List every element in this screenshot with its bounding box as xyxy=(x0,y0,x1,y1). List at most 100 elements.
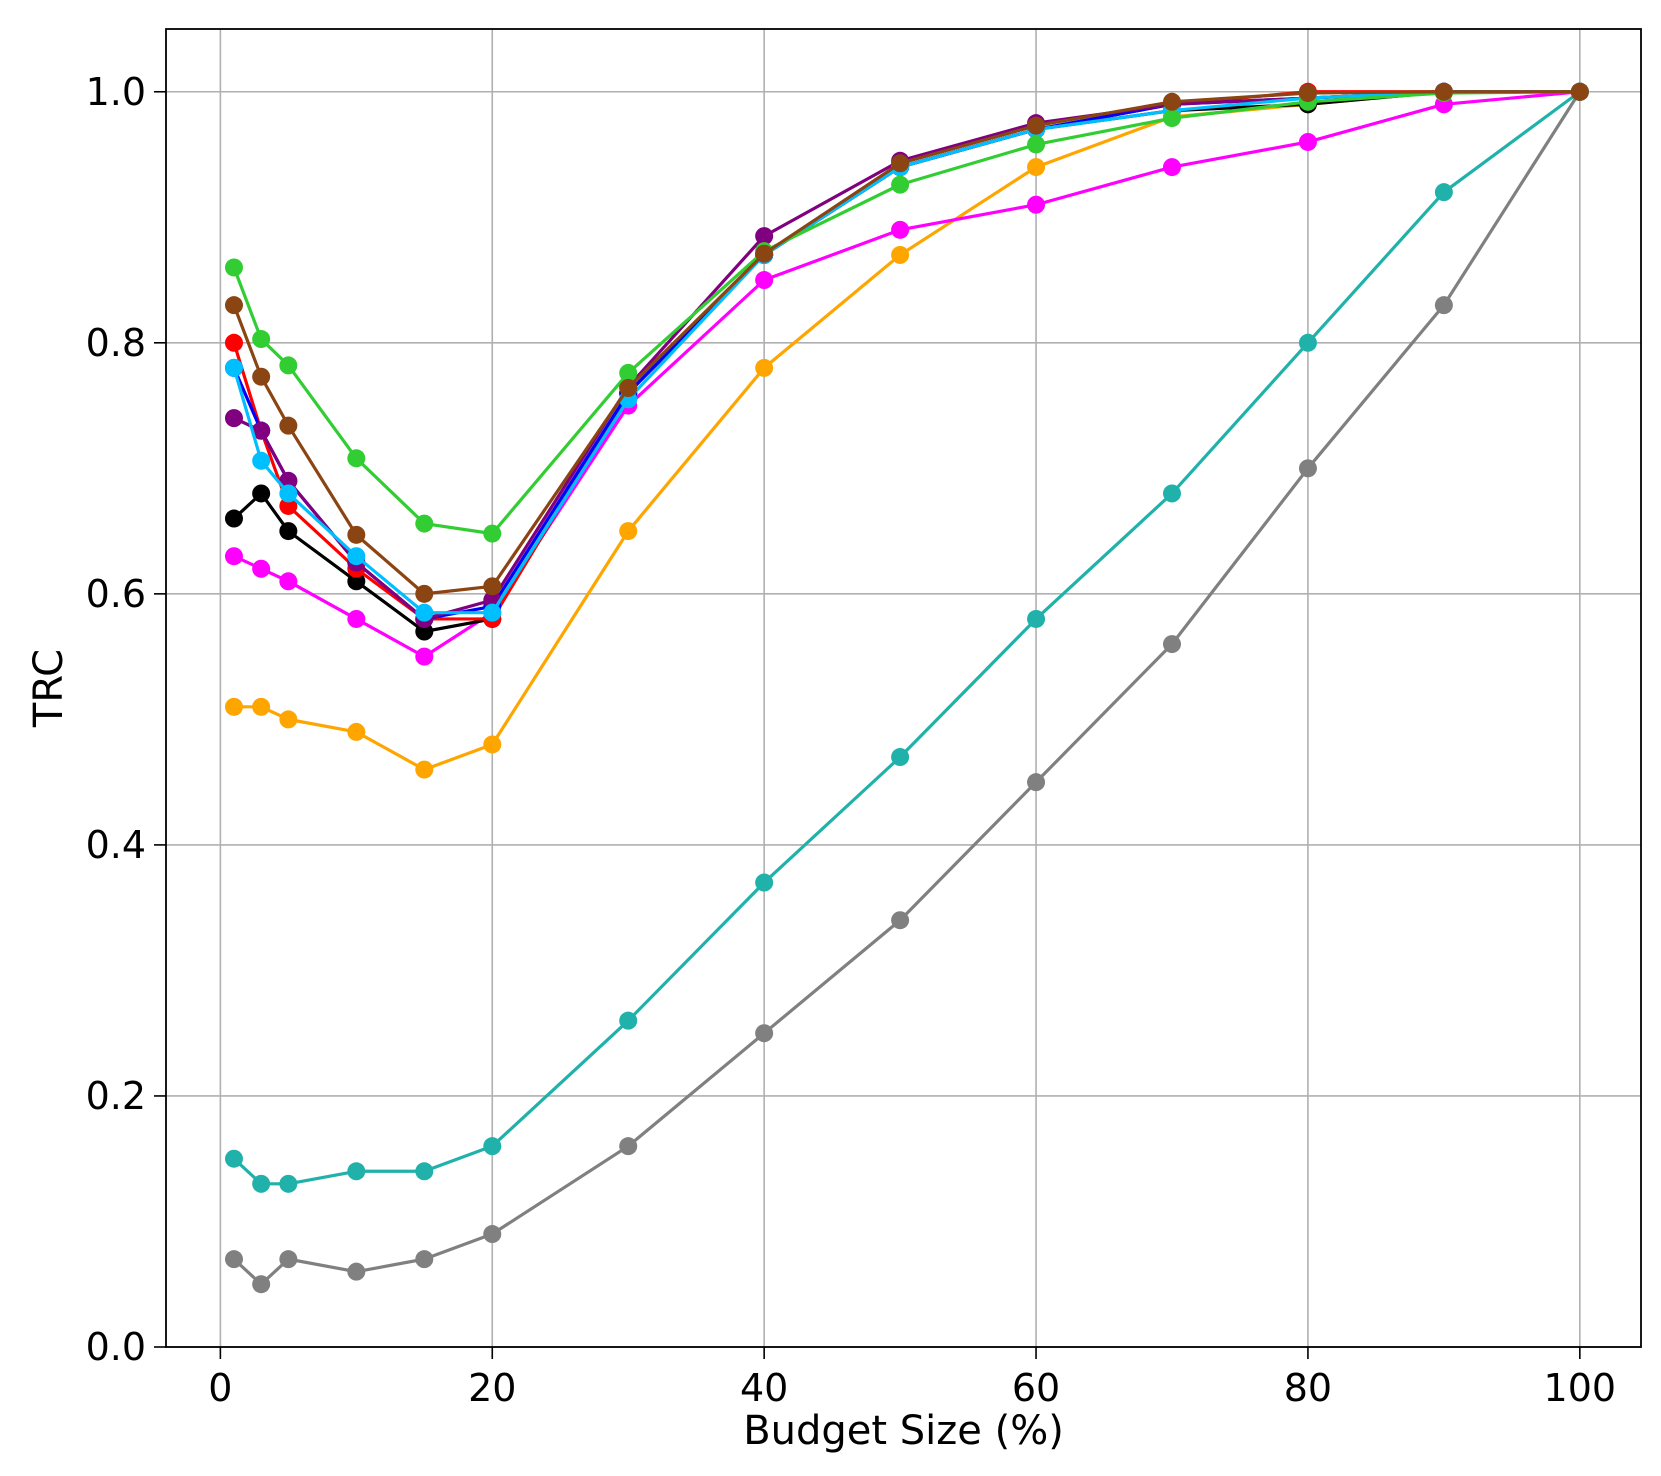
data-point-saddlebrown xyxy=(1298,84,1317,103)
data-point-magenta xyxy=(1162,158,1181,177)
data-point-limegreen xyxy=(891,175,910,194)
data-point-magenta xyxy=(1298,132,1317,151)
data-point-magenta xyxy=(347,609,366,628)
data-point-orange xyxy=(224,697,243,716)
data-point-teal xyxy=(252,1174,271,1193)
data-point-deepskyblue xyxy=(347,547,366,566)
data-point-deepskyblue xyxy=(415,603,434,622)
data-point-limegreen xyxy=(279,356,298,375)
data-point-magenta xyxy=(755,271,774,290)
data-point-magenta xyxy=(224,547,243,566)
data-point-saddlebrown xyxy=(619,378,638,397)
x-tick-label: 80 xyxy=(1284,1366,1332,1410)
data-point-black xyxy=(279,522,298,541)
data-point-gray xyxy=(252,1275,271,1294)
x-tick-label: 20 xyxy=(468,1366,516,1410)
data-point-gray xyxy=(415,1250,434,1269)
data-point-orange xyxy=(619,522,638,541)
y-tick-label: 0.0 xyxy=(86,1325,146,1369)
data-point-orange xyxy=(1027,158,1046,177)
data-point-limegreen xyxy=(483,524,502,543)
series-gray xyxy=(224,82,1589,1294)
series-line-saddlebrown xyxy=(232,90,1582,596)
data-point-purple xyxy=(755,227,774,246)
data-point-red xyxy=(224,333,243,352)
data-point-limegreen xyxy=(1162,109,1181,128)
data-point-gray xyxy=(1027,773,1046,792)
data-point-gray xyxy=(1434,296,1453,315)
data-point-orange xyxy=(483,735,502,754)
y-axis-label: TRC xyxy=(26,649,72,728)
x-tick-label: 0 xyxy=(208,1366,232,1410)
data-point-orange xyxy=(252,697,271,716)
data-point-teal xyxy=(619,1011,638,1030)
data-point-teal xyxy=(1298,333,1317,352)
series-line-magenta xyxy=(232,90,1582,659)
data-point-gray xyxy=(1162,635,1181,654)
y-tick-label: 1.0 xyxy=(86,70,146,114)
data-point-saddlebrown xyxy=(755,244,774,263)
data-point-orange xyxy=(755,358,774,377)
x-tick-label: 40 xyxy=(740,1366,788,1410)
data-point-saddlebrown xyxy=(891,154,910,173)
data-point-limegreen xyxy=(619,363,638,382)
y-tick-label: 0.4 xyxy=(86,823,146,867)
data-point-black xyxy=(347,572,366,591)
data-point-saddlebrown xyxy=(1434,82,1453,101)
data-point-orange xyxy=(347,722,366,741)
data-point-saddlebrown xyxy=(279,416,298,435)
data-point-saddlebrown xyxy=(483,577,502,596)
data-point-deepskyblue xyxy=(252,451,271,470)
data-point-gray xyxy=(279,1250,298,1269)
series-line-teal xyxy=(232,90,1582,1186)
data-point-deepskyblue xyxy=(224,358,243,377)
data-point-teal xyxy=(415,1162,434,1181)
data-point-gray xyxy=(483,1225,502,1244)
data-point-black xyxy=(252,484,271,503)
data-point-limegreen xyxy=(415,514,434,533)
data-point-limegreen xyxy=(347,449,366,468)
data-point-magenta xyxy=(252,559,271,578)
data-point-deepskyblue xyxy=(483,603,502,622)
data-point-orange xyxy=(891,245,910,264)
data-point-saddlebrown xyxy=(224,296,243,315)
data-point-magenta xyxy=(891,220,910,239)
data-point-gray xyxy=(347,1262,366,1281)
data-point-saddlebrown xyxy=(347,525,366,544)
data-point-teal xyxy=(1027,609,1046,628)
data-point-saddlebrown xyxy=(1027,116,1046,135)
series-line-deepskyblue xyxy=(232,90,1582,615)
series-line-limegreen xyxy=(232,90,1582,536)
data-point-deepskyblue xyxy=(279,484,298,503)
data-point-gray xyxy=(891,911,910,930)
x-tick-label: 60 xyxy=(1012,1366,1060,1410)
data-point-teal xyxy=(483,1137,502,1156)
data-point-teal xyxy=(224,1149,243,1168)
data-point-gray xyxy=(755,1024,774,1043)
data-point-limegreen xyxy=(252,330,271,349)
series-line-gray xyxy=(232,90,1582,1286)
data-point-orange xyxy=(415,760,434,779)
data-point-limegreen xyxy=(1027,135,1046,154)
plot-area-frame xyxy=(165,28,1642,1348)
data-point-black xyxy=(224,509,243,528)
data-point-limegreen xyxy=(224,258,243,277)
x-axis-label: Budget Size (%) xyxy=(743,1408,1064,1454)
data-point-gray xyxy=(619,1137,638,1156)
y-tick-label: 0.6 xyxy=(86,572,146,616)
data-point-purple xyxy=(224,409,243,428)
data-point-saddlebrown xyxy=(415,584,434,603)
data-point-saddlebrown xyxy=(252,367,271,386)
series-saddlebrown xyxy=(224,82,1589,603)
data-point-teal xyxy=(347,1162,366,1181)
data-point-purple xyxy=(252,421,271,440)
axis-ticks: 0 20 40 60 80 100 0.0 0.2 0.4 0.6 0.8 1.0 xyxy=(86,70,1617,1410)
data-point-gray xyxy=(224,1250,243,1269)
data-point-teal xyxy=(1434,183,1453,202)
data-point-magenta xyxy=(279,572,298,591)
data-point-saddlebrown xyxy=(1570,82,1589,101)
data-point-teal xyxy=(279,1174,298,1193)
x-tick-label: 100 xyxy=(1544,1366,1617,1410)
